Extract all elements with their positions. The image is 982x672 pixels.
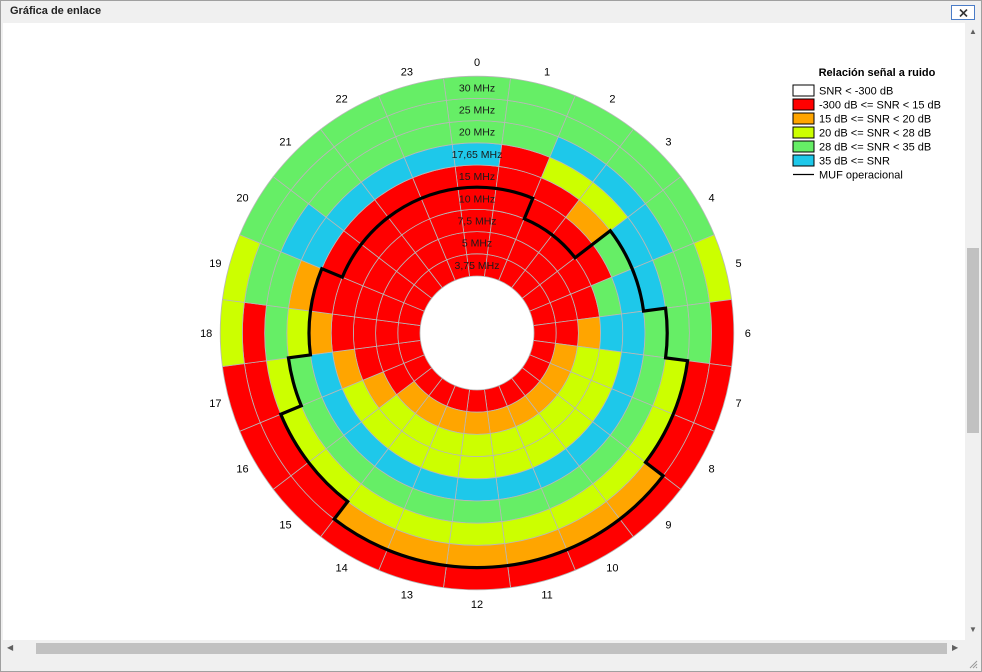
title-bar: Gráfica de enlace (1, 1, 981, 23)
snr-cell (397, 322, 421, 344)
hour-label: 7 (736, 398, 742, 410)
scroll-right-icon[interactable]: ▶ (952, 643, 959, 652)
frequency-label: 30 MHz (459, 82, 495, 94)
snr-cell (264, 304, 289, 362)
hour-label: 6 (745, 328, 751, 340)
snr-cell (375, 319, 399, 347)
frequency-label: 5 MHz (462, 238, 492, 250)
snr-cell (443, 565, 511, 591)
hour-label: 9 (665, 519, 671, 531)
hour-label: 14 (335, 563, 347, 575)
horizontal-scroll-thumb[interactable] (36, 643, 947, 654)
legend-swatch (792, 112, 815, 125)
chart-area: 3,75 MHz 5 MHz 7,5 MHz 10 MHz 15 MHz 17,65 MH… (3, 23, 965, 640)
legend-swatch (792, 98, 815, 111)
legend: Relación señal a ruido SNR < -300 dB -300 … (792, 67, 941, 182)
scroll-down-icon[interactable]: ▼ (969, 625, 977, 634)
snr-cell (621, 310, 646, 356)
snr-cell (352, 316, 377, 350)
hour-label: 20 (236, 193, 248, 205)
snr-cell (463, 411, 491, 435)
hour-label: 8 (708, 463, 714, 475)
hour-label: 10 (606, 563, 618, 575)
vertical-scrollbar[interactable]: ▲ ▼ (965, 23, 981, 640)
window-title: Gráfica de enlace (10, 5, 102, 17)
hour-label: 17 (209, 398, 221, 410)
snr-cell (555, 319, 579, 347)
snr-cell (219, 299, 245, 367)
hour-label: 13 (401, 590, 413, 602)
snr-cell (242, 301, 267, 365)
legend-title: Relación señal a ruido (819, 67, 936, 79)
close-button[interactable] (951, 5, 975, 20)
snr-cell (577, 316, 602, 350)
snr-cell (454, 477, 500, 502)
hour-label: 15 (279, 519, 291, 531)
snr-cell (457, 455, 497, 480)
legend-label: SNR < -300 dB (819, 86, 893, 98)
snr-rings (219, 75, 735, 591)
snr-cell (286, 307, 311, 359)
hour-label: 22 (335, 93, 347, 105)
hour-label: 3 (665, 137, 671, 149)
resize-grip-icon[interactable] (968, 659, 978, 669)
legend-swatch (792, 84, 815, 97)
snr-cell (643, 307, 668, 359)
snr-cell (599, 313, 624, 353)
legend-label: 15 dB <= SNR < 20 dB (819, 114, 931, 126)
hour-label: 11 (541, 590, 552, 602)
frequency-labels: 3,75 MHz 5 MHz 7,5 MHz 10 MHz 15 MHz 17,65 MH… (452, 82, 503, 272)
snr-polar-chart: 3,75 MHz 5 MHz 7,5 MHz 10 MHz 15 MHz 17,65 MH… (200, 57, 941, 611)
hour-label: 23 (401, 66, 413, 78)
legend-label: MUF operacional (819, 170, 903, 182)
hour-label: 0 (474, 57, 480, 69)
frequency-label: 7,5 MHz (457, 216, 496, 228)
hour-label: 21 (279, 137, 291, 149)
legend-swatch (792, 154, 815, 167)
frequency-label: 25 MHz (459, 105, 495, 117)
snr-cell (330, 313, 355, 353)
muf-line (278, 185, 690, 570)
snr-cell (466, 389, 488, 413)
frequency-label: 3,75 MHz (455, 260, 500, 272)
vertical-scroll-thumb[interactable] (967, 248, 979, 433)
legend-label: 20 dB <= SNR < 28 dB (819, 128, 931, 140)
muf-curve (278, 185, 690, 570)
legend-swatch (792, 126, 815, 139)
horizontal-scrollbar[interactable]: ◀ ▶ (3, 640, 965, 656)
legend-label: 35 dB <= SNR (819, 156, 890, 168)
frequency-label: 15 MHz (459, 171, 495, 183)
frequency-label: 10 MHz (459, 193, 495, 205)
scroll-up-icon[interactable]: ▲ (969, 27, 977, 36)
snr-cell (451, 499, 503, 524)
hour-label: 16 (236, 463, 248, 475)
close-icon (959, 9, 968, 17)
hour-label: 1 (544, 66, 550, 78)
snr-cell (665, 304, 690, 362)
hour-label: 19 (209, 258, 221, 270)
scrollbar-corner (965, 640, 981, 656)
legend-label: 28 dB <= SNR < 35 dB (819, 142, 931, 154)
snr-cell (460, 433, 494, 458)
snr-cell (533, 322, 557, 344)
snr-cell (378, 77, 447, 117)
frequency-label: 20 MHz (459, 127, 495, 139)
hour-label: 2 (609, 93, 615, 105)
snr-cell (687, 301, 712, 365)
snr-cell (448, 521, 506, 546)
snr-cell (308, 310, 333, 356)
scroll-left-icon[interactable]: ◀ (7, 643, 14, 652)
legend-label: -300 dB <= SNR < 15 dB (819, 100, 941, 112)
hour-label: 12 (471, 599, 483, 611)
hour-label: 18 (200, 328, 212, 340)
legend-swatch (792, 140, 815, 153)
hour-label: 5 (736, 258, 742, 270)
snr-cell (445, 543, 509, 568)
snr-cell (709, 299, 735, 367)
frequency-label: 17,65 MHz (452, 149, 503, 161)
hour-label: 4 (708, 193, 714, 205)
status-bar (1, 657, 981, 671)
